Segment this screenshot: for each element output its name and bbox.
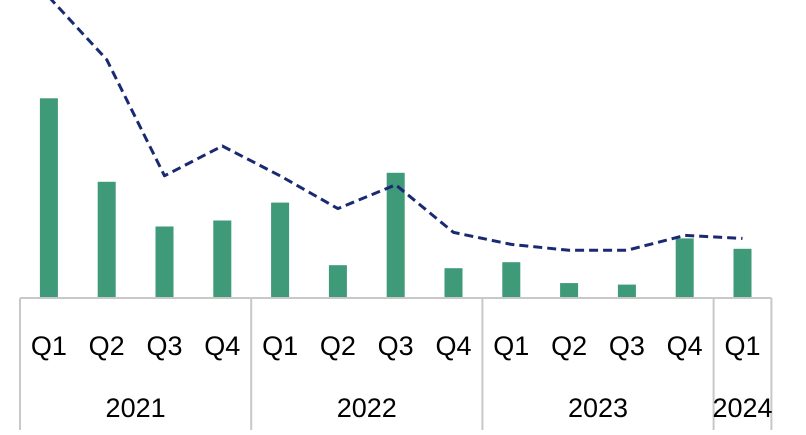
category-label: Q3 [609,331,645,361]
bar-8 [444,268,463,298]
bar-2 [97,181,116,298]
category-label: Q2 [551,331,587,361]
year-label: 2022 [337,393,397,423]
bar-5 [271,202,290,298]
bar-12 [675,238,694,298]
bar-3 [155,226,174,298]
year-labels: 2021 2022 2023 2024 [106,393,773,423]
category-label: Q2 [89,331,125,361]
category-label: Q1 [724,331,760,361]
category-label: Q1 [31,331,67,361]
category-label: Q3 [146,331,182,361]
category-label: Q1 [262,331,298,361]
x-axis [19,297,773,430]
category-label: Q1 [493,331,529,361]
line-series [49,0,743,252]
category-label: Q4 [667,331,703,361]
year-label: 2023 [568,393,628,423]
bar-11 [617,284,636,298]
bar-10 [560,283,579,298]
category-label: Q3 [378,331,414,361]
year-label: 2024 [712,393,772,423]
bar-6 [328,265,347,298]
bars [39,98,752,298]
bar-1 [39,98,58,298]
category-label: Q2 [320,331,356,361]
bar-7 [386,172,405,298]
bar-13 [733,248,752,298]
line-series-path [49,0,743,252]
category-label: Q4 [204,331,240,361]
category-labels: Q1 Q2 Q3 Q4 Q1 Q2 Q3 Q4 Q1 Q2 Q3 Q4 Q1 [31,331,761,361]
bar-9 [502,262,521,298]
bar-4 [213,220,232,298]
category-label: Q4 [435,331,471,361]
year-label: 2021 [106,393,166,423]
